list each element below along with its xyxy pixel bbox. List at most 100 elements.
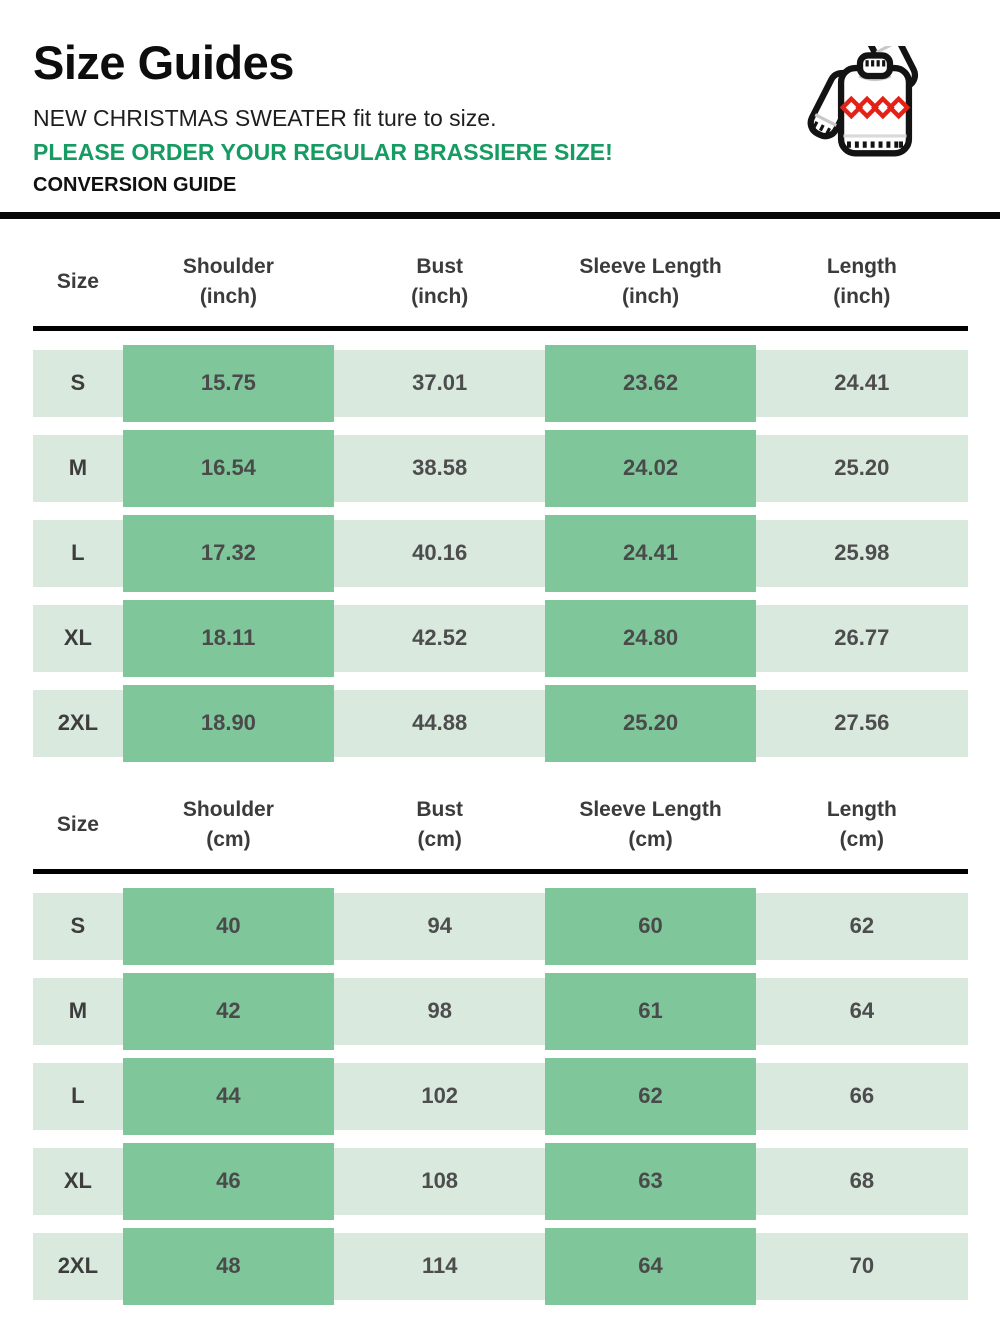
value-cell: 63 [545,1142,756,1220]
size-cell: 2XL [33,1232,123,1300]
order-notice: PLEASE ORDER YOUR REGULAR BRASSIERE SIZE… [33,138,613,165]
table-row: M 16.54 38.58 24.02 25.20 [33,429,968,507]
value-cell: 24.02 [545,429,756,507]
col-header-unit: (cm) [206,828,251,852]
table-row: S 40 94 60 62 [33,887,968,965]
col-header-label: Shoulder [182,797,274,821]
value-cell: 66 [755,1062,968,1130]
table-row: L 44 102 62 66 [33,1057,968,1135]
col-header-length: Length (cm) [756,795,968,856]
size-table-inch: Size Shoulder (inch) Bust (inch) Sleeve … [0,252,1000,762]
value-cell: 68 [755,1147,968,1215]
subtitle: NEW CHRISTMAS SWEATER fit ture to size. [33,104,497,131]
value-cell: 108 [334,1147,546,1215]
col-header-label: Sleeve Length [579,797,722,821]
value-cell: 18.90 [122,684,335,762]
size-cell: S [33,892,123,960]
table-row: XL 46 108 63 68 [33,1142,968,1220]
size-cell: L [33,519,123,587]
value-cell: 18.11 [122,599,335,677]
christmas-sweater-icon [796,22,954,188]
col-header-label: Size [56,269,99,293]
table-row: S 15.75 37.01 23.62 24.41 [33,344,968,422]
value-cell: 15.75 [122,344,335,422]
table-header-row: Size Shoulder (cm) Bust (cm) Sleeve Leng… [33,795,968,856]
col-header-label: Shoulder [182,254,274,278]
value-cell: 94 [334,892,546,960]
col-header-label: Size [56,812,99,836]
col-header-label: Bust [416,797,464,821]
conversion-guide-label: CONVERSION GUIDE [33,173,237,196]
header: Size Guides NEW CHRISTMAS SWEATER fit tu… [0,0,1000,197]
col-header-unit: (cm) [628,828,673,852]
top-divider [0,211,1000,219]
value-cell: 40.16 [334,519,546,587]
value-cell: 26.77 [755,604,968,672]
value-cell: 61 [545,972,756,1050]
size-cell: M [33,434,123,502]
header-divider [33,325,968,331]
value-cell: 24.41 [755,349,968,417]
col-header-label: Length [826,254,897,278]
col-header-length: Length (inch) [756,252,968,313]
col-header-unit: (inch) [411,285,469,309]
table-row: 2XL 48 114 64 70 [33,1227,968,1305]
col-header-unit: (inch) [833,285,891,309]
value-cell: 42 [122,972,335,1050]
table-row: XL 18.11 42.52 24.80 26.77 [33,599,968,677]
header-divider [33,868,968,874]
size-cell: XL [33,1147,123,1215]
value-cell: 102 [334,1062,546,1130]
value-cell: 24.80 [545,599,756,677]
value-cell: 25.20 [545,684,756,762]
col-header-unit: (cm) [839,828,884,852]
page-title: Size Guides [33,36,294,89]
value-cell: 62 [755,892,968,960]
value-cell: 60 [545,887,756,965]
table-row: L 17.32 40.16 24.41 25.98 [33,514,968,592]
col-header-unit: (inch) [199,285,257,309]
col-header-sleeve-length: Sleeve Length (cm) [545,795,755,856]
col-header-label: Length [826,797,897,821]
col-header-size: Size [33,252,123,313]
value-cell: 27.56 [755,689,968,757]
value-cell: 64 [545,1227,756,1305]
value-cell: 44 [122,1057,335,1135]
col-header-label: Sleeve Length [579,254,722,278]
value-cell: 24.41 [545,514,756,592]
value-cell: 25.20 [755,434,968,502]
value-cell: 37.01 [334,349,546,417]
value-cell: 23.62 [545,344,756,422]
value-cell: 38.58 [334,434,546,502]
size-cell: 2XL [33,689,123,757]
value-cell: 17.32 [122,514,335,592]
table-row: M 42 98 61 64 [33,972,968,1050]
table-row: 2XL 18.90 44.88 25.20 27.56 [33,684,968,762]
value-cell: 42.52 [334,604,546,672]
value-cell: 25.98 [755,519,968,587]
col-header-bust: Bust (cm) [334,795,545,856]
col-header-shoulder: Shoulder (inch) [123,252,334,313]
value-cell: 64 [755,977,968,1045]
size-cell: XL [33,604,123,672]
col-header-unit: (cm) [417,828,462,852]
value-cell: 114 [334,1232,546,1300]
value-cell: 44.88 [334,689,546,757]
value-cell: 98 [334,977,546,1045]
value-cell: 16.54 [122,429,335,507]
table-body: S 40 94 60 62 M 42 98 61 64 L 44 102 62 66 XL 46 108 63 68 2… [33,887,968,1305]
table-header-row: Size Shoulder (inch) Bust (inch) Sleeve … [33,252,968,313]
table-body: S 15.75 37.01 23.62 24.41 M 16.54 38.58 24.02 25.… [33,344,968,762]
col-header-shoulder: Shoulder (cm) [123,795,334,856]
value-cell: 40 [122,887,335,965]
value-cell: 70 [755,1232,968,1300]
size-table-cm: Size Shoulder (cm) Bust (cm) Sleeve Leng… [0,795,1000,1305]
value-cell: 48 [122,1227,335,1305]
col-header-unit: (inch) [621,285,680,309]
size-cell: S [33,349,123,417]
col-header-sleeve-length: Sleeve Length (inch) [545,252,755,313]
col-header-label: Bust [416,254,464,278]
col-header-size: Size [33,795,123,856]
value-cell: 46 [122,1142,335,1220]
